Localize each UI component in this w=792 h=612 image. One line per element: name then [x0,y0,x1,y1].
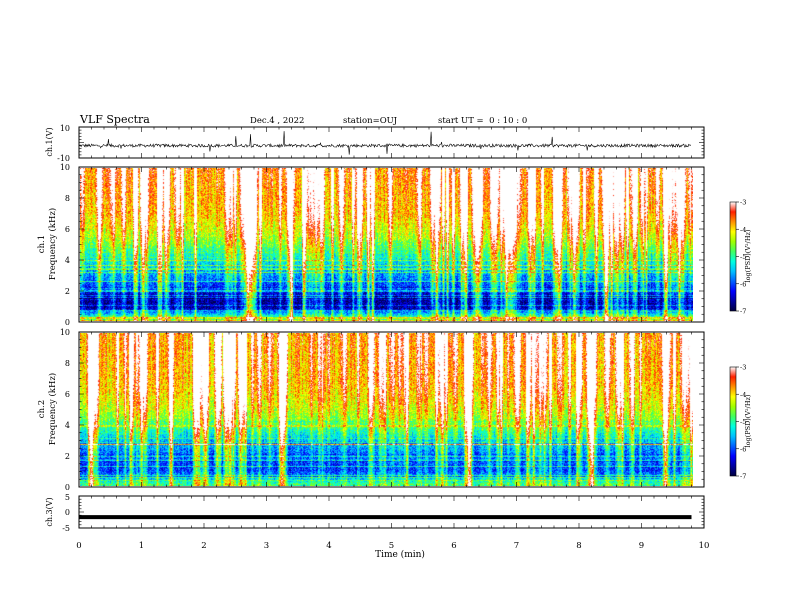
colorbar-tick-label: -5 [740,418,746,426]
ch2-spec-ytick-label: 4 [65,421,70,430]
ch1-ytick-top: 10 [60,124,70,133]
ch2-spec-ticks [78,331,705,488]
ch1-spec-ylabel-frequency: Frequency (kHz) [47,208,58,280]
ch1-spec-ytick-label: 6 [65,225,70,234]
ch2-spec-ylabel-frequency: Frequency (kHz) [47,373,58,445]
ch2-spectrogram-area [80,333,693,486]
station-label: station=OUJ [343,116,398,126]
ch3-ytick-bottom: -5 [62,524,70,533]
time-axis-label: Time (min) [375,549,425,560]
ch1-spec-ytick-label: 10 [60,163,70,172]
ch1-colorbar [729,201,737,312]
ch1-spectrogram-area [80,168,693,321]
time-tick-label: 10 [699,541,710,551]
ch1-spec-ylabel-channel: ch.1 [37,235,47,253]
ch1-ytick-bottom: -10 [57,154,70,163]
colorbar-tick-label: -3 [740,364,746,372]
ch2-spec-ytick-label: 10 [60,328,70,337]
time-tick-label: 2 [201,541,206,551]
ch3-ytick-top: 5 [65,493,70,502]
time-tick-label: 3 [264,541,269,551]
time-tick-label: 9 [639,541,644,551]
ch2-colorbar [729,366,737,477]
ch1-spec-ytick-label: 0 [65,318,70,327]
ch2-spec-ytick-label: 6 [65,390,70,399]
ch2-spectrogram-image [80,333,693,486]
ch1-ylabel: ch.1(V) [45,127,54,156]
ch1-colorbar-ticks: -3 -4 -5 -6 -7 [736,199,746,316]
ch1-waveform-line [78,131,692,155]
time-axis-tick-labels: 0 1 2 3 4 5 6 7 8 9 10 [76,541,709,551]
ch2-spec-ytick-label: 8 [65,359,70,368]
ch2-spec-ytick-label: 2 [65,452,70,461]
colorbar-tick-label: -4 [740,226,746,234]
time-tick-label: 6 [451,541,456,551]
colorbar-tick-label: -6 [740,445,746,453]
ch3-ylabel: ch.3(V) [45,497,54,526]
time-tick-label: 0 [76,541,81,551]
start-ut-label: start UT = 0 : 10 : 0 [438,116,527,126]
time-tick-label: 5 [389,541,394,551]
ch3-waveform-panel: 5 0 -5 ch.3(V) 0 1 2 3 4 5 6 7 8 9 10 Time (min) [45,493,709,560]
ch1-colorbar-label: log(PSD)(V²/Hz) [744,229,752,282]
colorbar-tick-label: -7 [740,308,746,316]
ch3-ytick-mid: 0 [65,508,70,517]
ch1-x-ticks [78,126,705,159]
ch1-spec-ytick-label: 4 [65,256,70,265]
time-tick-label: 4 [326,541,331,551]
colorbar-tick-label: -7 [740,473,746,481]
ch1-waveform-panel: 10 -10 ch.1(V) [45,124,705,163]
ch2-spec-ytick-labels: 0 2 4 6 8 10 [60,328,70,492]
colorbar-tick-label: -5 [740,253,746,261]
ch2-spec-ylabel-channel: ch.2 [37,400,47,418]
ch3-x-ticks [78,495,705,529]
ch1-spec-ticks [78,166,705,323]
time-tick-label: 1 [139,541,144,551]
colorbar-tick-label: -3 [740,199,746,207]
ch2-spec-ytick-label: 0 [65,483,70,492]
colorbar-tick-label: -4 [740,391,746,399]
ch1-spec-ytick-labels: 0 2 4 6 8 10 [60,163,70,327]
time-tick-label: 7 [514,541,519,551]
ch1-spec-ytick-label: 8 [65,194,70,203]
date-label: Dec.4 , 2022 [250,116,304,126]
ch2-colorbar-ticks: -3 -4 -5 -6 -7 [736,364,746,481]
ch1-spectrogram-image [80,168,693,321]
figure-title: VLF Spectra [79,113,150,126]
colorbar-tick-label: -6 [740,280,746,288]
ch2-colorbar-label: log(PSD)(V²/Hz) [744,394,752,447]
ch1-spec-ytick-label: 2 [65,287,70,296]
time-tick-label: 8 [576,541,581,551]
